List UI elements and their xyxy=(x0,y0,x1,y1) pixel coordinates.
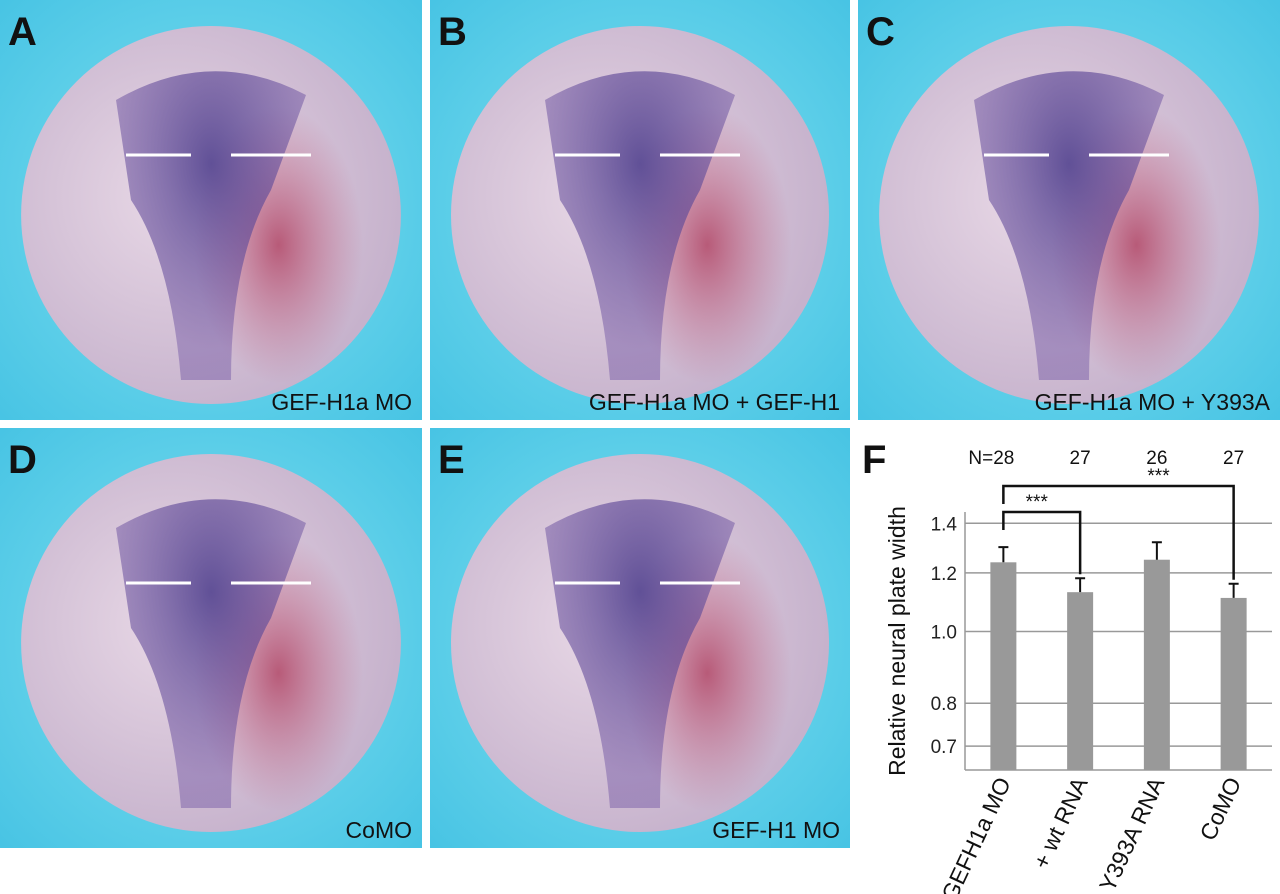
panel-caption: GEF-H1a MO xyxy=(271,389,412,415)
x-tick-label: GEFH1a MO xyxy=(936,773,1016,894)
error-bar xyxy=(1075,577,1086,593)
stain-purple xyxy=(116,71,306,380)
photo-panel xyxy=(0,428,422,848)
panel-caption: CoMO xyxy=(346,817,412,843)
photo-panel xyxy=(430,0,850,420)
panel-caption: GEF-H1a MO + Y393A xyxy=(1035,389,1271,415)
bar xyxy=(990,562,1017,770)
n-label: 26 xyxy=(1146,448,1167,469)
panel-letter: A xyxy=(8,10,37,54)
panel-letter: D xyxy=(8,438,37,482)
x-tick-label: CoMO xyxy=(1195,773,1247,844)
y-tick-label: 1.2 xyxy=(931,564,957,585)
x-tick-label: + Y393A RNA xyxy=(1086,773,1170,894)
panel-letter: E xyxy=(438,438,465,482)
error-bar xyxy=(1151,541,1162,560)
stain-purple xyxy=(116,499,306,808)
n-label: N=28 xyxy=(968,448,1014,469)
photo-panel xyxy=(430,428,850,848)
panel-caption: GEF-H1 MO xyxy=(712,817,840,843)
bar xyxy=(1220,597,1247,770)
photo-panel xyxy=(0,0,422,420)
significance-bracket xyxy=(1002,484,1235,580)
x-tick-label: + wt RNA xyxy=(1028,773,1093,873)
photo-panel xyxy=(858,0,1280,420)
panel-letter: B xyxy=(438,10,467,54)
stain-purple xyxy=(545,499,735,808)
panel-caption: GEF-H1a MO + GEF-H1 xyxy=(589,389,840,415)
y-tick-label: 0.7 xyxy=(931,737,957,758)
significance-bracket xyxy=(1002,510,1082,575)
panel-letter: F xyxy=(862,438,886,482)
error-bar xyxy=(998,546,1009,563)
stain-purple xyxy=(545,71,735,380)
significance-label: *** xyxy=(1026,492,1049,513)
y-axis-label: Relative neural plate width xyxy=(884,506,910,776)
n-label: 27 xyxy=(1070,448,1091,469)
n-label: 27 xyxy=(1223,448,1244,469)
panel-letter: C xyxy=(866,10,895,54)
error-bar xyxy=(1228,582,1239,598)
significance-label: *** xyxy=(1147,466,1170,487)
bar xyxy=(1067,592,1094,770)
bar xyxy=(1143,559,1170,770)
y-tick-label: 1.0 xyxy=(931,622,957,643)
y-tick-label: 0.8 xyxy=(931,694,957,715)
stain-purple xyxy=(974,71,1164,380)
y-tick-label: 1.4 xyxy=(931,514,958,535)
